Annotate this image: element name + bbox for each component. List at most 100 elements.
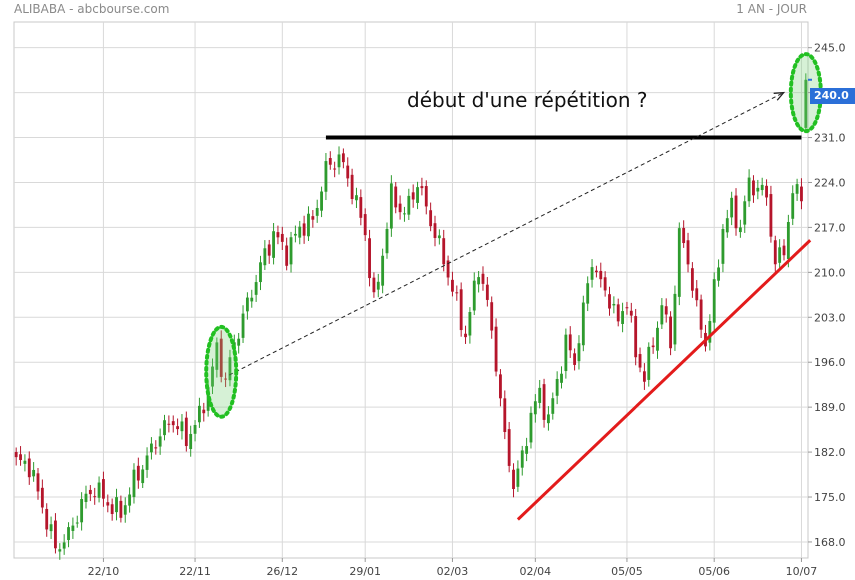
candle [293, 225, 297, 243]
y-tick-label: 203.0 [814, 311, 846, 324]
last-price-badge: 240.0 [810, 88, 855, 104]
candle [71, 517, 75, 539]
candle [433, 215, 437, 247]
candle-body [416, 187, 419, 203]
candle [547, 406, 550, 431]
candle [403, 206, 406, 222]
candle-body [346, 165, 350, 179]
candle [328, 151, 332, 170]
candle [40, 479, 44, 514]
candle [747, 169, 751, 207]
candle-body [289, 237, 293, 265]
candle-body [638, 354, 642, 368]
candle [769, 185, 773, 243]
candle [280, 226, 284, 251]
candle [320, 186, 323, 218]
candle-body [682, 227, 686, 244]
candle-body [738, 227, 742, 233]
candle [516, 460, 520, 492]
candle-body [420, 186, 424, 189]
candle-body [625, 307, 629, 309]
candle [594, 265, 598, 278]
candle [625, 301, 629, 315]
projection-arrow-head [773, 91, 786, 101]
candle-last [804, 73, 808, 132]
candle-body [189, 433, 193, 450]
candle [677, 222, 681, 306]
candle [577, 335, 581, 370]
candle [341, 148, 345, 169]
candle [603, 271, 607, 297]
candle [333, 161, 337, 178]
candle [97, 476, 101, 503]
candle [638, 347, 642, 373]
period-label[interactable]: 1 AN - JOUR [736, 2, 807, 16]
candle-body [656, 327, 659, 351]
candle [62, 534, 66, 555]
candle [416, 181, 419, 210]
candle-body [176, 426, 180, 430]
candle-body [49, 524, 53, 532]
candle-body [307, 213, 310, 237]
candle [647, 342, 651, 387]
candle-body [472, 280, 476, 311]
candle [123, 497, 127, 523]
candle [791, 185, 795, 226]
candle [54, 513, 57, 554]
candle [23, 454, 27, 472]
candle [145, 447, 149, 478]
candle-body [490, 302, 494, 331]
candle-body [350, 174, 354, 199]
candle-body [437, 235, 441, 239]
candle [573, 348, 577, 371]
candle-body [193, 424, 197, 434]
candle [499, 369, 502, 407]
candle [686, 232, 690, 273]
x-tick-label: 10/07 [786, 565, 818, 578]
candle [455, 285, 459, 301]
candle-body [245, 297, 249, 312]
y-tick-label: 189.0 [814, 401, 846, 414]
candle [385, 222, 389, 259]
candle [459, 282, 463, 337]
candle-body [477, 277, 481, 285]
candle-body [267, 244, 271, 256]
candle [464, 325, 467, 344]
candle-body [259, 262, 262, 283]
y-tick-label: 196.0 [814, 356, 846, 369]
candle-body [75, 522, 79, 524]
candle [272, 223, 275, 265]
candle [629, 302, 633, 323]
candle-body [564, 334, 568, 372]
x-tick-label: 22/11 [179, 565, 211, 578]
candle [219, 330, 223, 383]
chart-grid [13, 21, 809, 559]
candle [141, 464, 145, 489]
candle [132, 463, 136, 504]
candle-body [481, 273, 485, 284]
candle [80, 492, 84, 531]
candle-body [211, 366, 214, 387]
candle [363, 208, 367, 241]
candle [359, 189, 363, 226]
candles [14, 73, 808, 560]
candle-body [280, 233, 284, 242]
candle [773, 235, 777, 272]
candle-body [93, 496, 97, 498]
candle-body [71, 525, 75, 531]
candle [250, 289, 254, 308]
candle [795, 178, 799, 201]
candle-body [782, 245, 786, 256]
candle-body [800, 186, 803, 202]
candle-body [88, 489, 92, 495]
candle-body [786, 222, 790, 259]
candle-body [485, 284, 489, 300]
candle [756, 179, 760, 200]
candle-body [533, 401, 537, 415]
candle [355, 187, 358, 209]
candle-body [54, 520, 57, 549]
candle-body [136, 465, 140, 481]
candle-body [285, 245, 289, 266]
candle [398, 195, 402, 220]
candle-body [603, 277, 607, 291]
